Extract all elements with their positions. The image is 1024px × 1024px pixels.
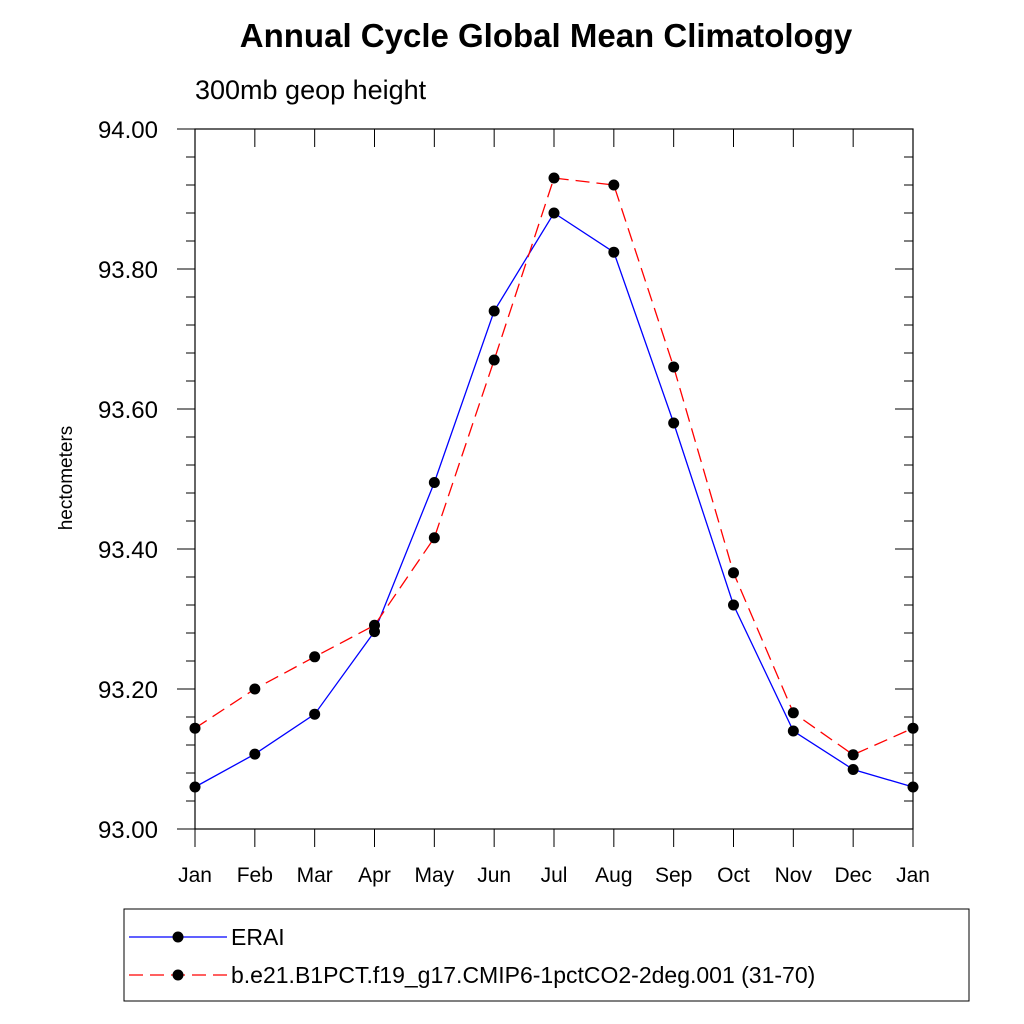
legend-box [123,908,970,1002]
series-1-point [728,599,739,611]
series-2-point [907,722,919,734]
series-1-point [548,207,560,219]
series-2-point [847,749,859,761]
series-1-point [668,417,680,429]
x-tick-label: Sep [655,864,692,887]
x-tick-label: Feb [237,864,273,887]
series-2-point [428,532,440,544]
series-1-point [249,748,261,760]
x-tick-label: Oct [717,864,750,887]
y-tick-label: 94.00 [98,117,158,144]
legend: ERAI b.e21.B1PCT.f19_g17.CMIP6-1pctCO2-2d… [123,908,970,1002]
y-tick-label: 93.00 [98,817,158,844]
series-1-point [189,781,201,793]
series-2-point [728,567,739,579]
x-tick-label: Mar [297,864,333,887]
x-tick-label: Jan [178,864,212,887]
series-1-point [488,305,500,317]
series-2-point [249,683,261,695]
series-line-2 [194,177,914,756]
series-2-point [608,179,620,191]
series-2-point [488,354,500,366]
x-tick-label: May [414,864,454,887]
chart-title: Annual Cycle Global Mean Climatology [240,17,853,54]
series-1-point [787,725,799,737]
series-2-point [787,707,799,719]
x-tick-label: Apr [358,864,391,887]
x-tick-label: Jul [541,864,568,887]
y-axis-label: hectometers [56,426,77,531]
legend-label-1: ERAI [231,924,285,950]
legend-marker-1 [172,931,184,943]
series-2-point [668,361,680,373]
x-tick-label: Nov [775,864,813,887]
axis-ticks: 93.00 93.20 93.40 93.60 93.80 94.00 Jan Feb Mar A… [98,117,930,887]
series-2-point [369,619,380,631]
y-tick-label: 93.20 [98,677,158,704]
x-tick-label: Aug [595,864,632,887]
y-tick-label: 93.40 [98,537,158,564]
series-1-point [847,764,859,775]
legend-marker-2 [172,969,184,981]
series-2-point [189,722,201,734]
plot-area-frame [194,128,914,830]
x-tick-label: Dec [834,864,871,887]
legend-label-2: b.e21.B1PCT.f19_g17.CMIP6-1pctCO2-2deg.0… [231,962,815,988]
series-line-1 [194,212,914,788]
series-1-point [907,781,919,793]
x-tick-label: Jun [477,864,511,887]
y-tick-label: 93.60 [98,397,158,424]
series-2-point [309,651,321,663]
series-1-point [309,708,321,720]
series-2-point [548,172,560,184]
chart-subtitle: 300mb geop height [195,75,427,105]
series-1-point [608,246,620,258]
x-tick-label: Jan [896,864,930,887]
y-tick-label: 93.80 [98,257,158,284]
series-layer [189,172,919,793]
series-1-point [428,477,440,488]
